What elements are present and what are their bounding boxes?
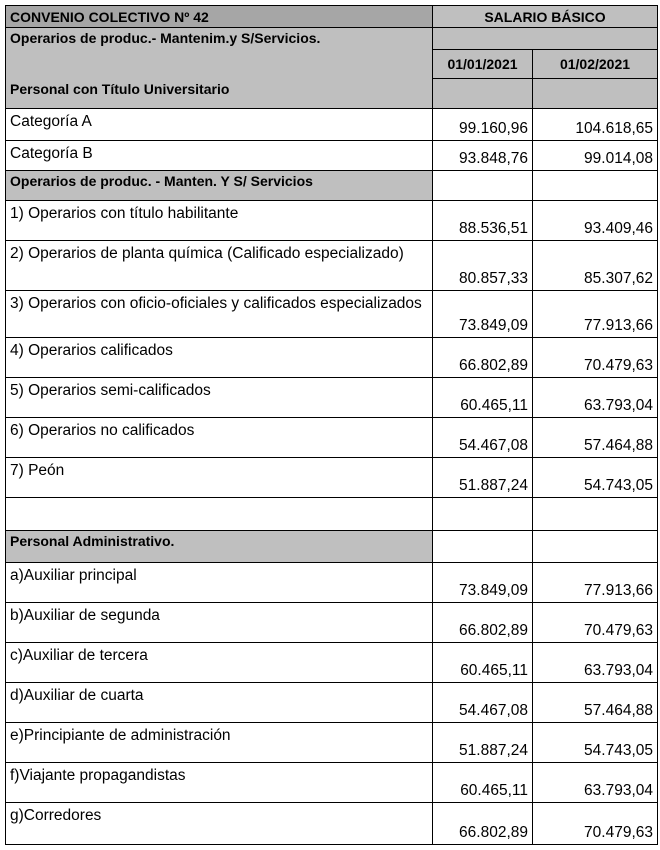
table-row: Categoría A 99.160,96 104.618,65	[5, 108, 658, 141]
date-column-header: 01/02/2021	[532, 49, 658, 79]
salary-value-feb: 77.913,66	[532, 562, 658, 603]
group-header: Operarios de produc.- Mantenim.y S/Servi…	[5, 27, 433, 109]
table-row: c)Auxiliar de tercera 60.465,11 63.793,04	[5, 642, 658, 683]
table-row: 6) Operarios no calificados 54.467,08 57.4…	[5, 417, 658, 458]
table-row: 2) Operarios de planta química (Califica…	[5, 240, 658, 291]
salary-value-feb: 57.464,88	[532, 682, 658, 723]
salary-heading: SALARIO BÁSICO	[432, 5, 658, 28]
table-row: g)Corredores 66.802,89 70.479,63	[5, 802, 658, 845]
salary-value-jan: 51.887,24	[432, 457, 533, 498]
salary-value-feb: 70.479,63	[532, 337, 658, 378]
salary-value-feb: 63.793,04	[532, 642, 658, 683]
salary-table: CONVENIO COLECTIVO Nº 42 SALARIO BÁSICO …	[5, 5, 658, 845]
salary-value-feb: 70.479,63	[532, 802, 658, 845]
table-row: 1) Operarios con título habilitante 88.53…	[5, 200, 658, 241]
salary-value-jan: 54.467,08	[432, 417, 533, 458]
table-row: 4) Operarios calificados 66.802,89 70.479,…	[5, 337, 658, 378]
table-row: 3) Operarios con oficio-oficiales y cali…	[5, 290, 658, 338]
table-row: 5) Operarios semi-calificados 60.465,11 63…	[5, 377, 658, 418]
category-label: 3) Operarios con oficio-oficiales y cali…	[5, 290, 433, 338]
blank-row	[5, 497, 658, 531]
salary-value-jan: 66.802,89	[432, 337, 533, 378]
table-row: Categoría B 93.848,76 99.014,08	[5, 140, 658, 171]
salary-value-jan: 66.802,89	[432, 802, 533, 845]
salary-value-jan: 73.849,09	[432, 562, 533, 603]
salary-value-jan: 93.848,76	[432, 140, 533, 171]
category-label: 5) Operarios semi-calificados	[5, 377, 433, 418]
salary-value-feb: 93.409,46	[532, 200, 658, 241]
salary-value-feb: 54.743,05	[532, 457, 658, 498]
category-label: a)Auxiliar principal	[5, 562, 433, 603]
section-title: Personal Administrativo.	[5, 530, 433, 563]
salary-value-feb: 63.793,04	[532, 377, 658, 418]
salary-value-jan: 66.802,89	[432, 602, 533, 643]
table-row: b)Auxiliar de segunda 66.802,89 70.479,63	[5, 602, 658, 643]
empty-header-cell	[532, 78, 658, 109]
salary-value-jan: 80.857,33	[432, 240, 533, 291]
date-column-header: 01/01/2021	[432, 49, 533, 79]
salary-value-jan: 88.536,51	[432, 200, 533, 241]
section-row: Personal Administrativo.	[5, 530, 658, 563]
category-label: 1) Operarios con título habilitante	[5, 200, 433, 241]
empty-cell	[532, 530, 658, 563]
section-title: Operarios de produc. - Manten. Y S/ Serv…	[5, 170, 433, 201]
section-row: Operarios de produc. - Manten. Y S/ Serv…	[5, 170, 658, 201]
category-label: g)Corredores	[5, 802, 433, 845]
salary-value-feb: 63.793,04	[532, 762, 658, 803]
category-label: Categoría B	[5, 140, 433, 171]
table-row: e)Principiante de administración 51.887,2…	[5, 722, 658, 763]
salary-value-jan: 60.465,11	[432, 762, 533, 803]
salary-value-jan: 60.465,11	[432, 642, 533, 683]
empty-cell	[432, 530, 533, 563]
salary-value-jan: 60.465,11	[432, 377, 533, 418]
category-label: e)Principiante de administración	[5, 722, 433, 763]
group-title: Operarios de produc.- Mantenim.y S/Servi…	[10, 30, 321, 46]
salary-value-feb: 77.913,66	[532, 290, 658, 338]
category-label: f)Viajante propagandistas	[5, 762, 433, 803]
category-label: 4) Operarios calificados	[5, 337, 433, 378]
table-row: a)Auxiliar principal 73.849,09 77.913,66	[5, 562, 658, 603]
salary-value-jan: 54.467,08	[432, 682, 533, 723]
table-row: d)Auxiliar de cuarta 54.467,08 57.464,88	[5, 682, 658, 723]
category-label: 2) Operarios de planta química (Califica…	[5, 240, 433, 291]
empty-cell	[532, 497, 658, 531]
category-label: b)Auxiliar de segunda	[5, 602, 433, 643]
salary-value-feb: 70.479,63	[532, 602, 658, 643]
salary-value-feb: 54.743,05	[532, 722, 658, 763]
salary-value-feb: 85.307,62	[532, 240, 658, 291]
table-row: 7) Peón 51.887,24 54.743,05	[5, 457, 658, 498]
salary-value-feb: 99.014,08	[532, 140, 658, 171]
category-label: 7) Peón	[5, 457, 433, 498]
empty-cell	[532, 170, 658, 201]
category-label: Categoría A	[5, 108, 433, 141]
category-label: d)Auxiliar de cuarta	[5, 682, 433, 723]
category-label: 6) Operarios no calificados	[5, 417, 433, 458]
salary-value-jan: 99.160,96	[432, 108, 533, 141]
empty-header-cell	[432, 27, 658, 50]
category-label: c)Auxiliar de tercera	[5, 642, 433, 683]
empty-header-cell	[432, 78, 533, 109]
empty-cell	[432, 170, 533, 201]
table-row: f)Viajante propagandistas 60.465,11 63.793…	[5, 762, 658, 803]
salary-value-feb: 57.464,88	[532, 417, 658, 458]
salary-value-jan: 73.849,09	[432, 290, 533, 338]
salary-value-feb: 104.618,65	[532, 108, 658, 141]
agreement-title: CONVENIO COLECTIVO Nº 42	[5, 5, 433, 28]
empty-cell	[5, 497, 433, 531]
salary-value-jan: 51.887,24	[432, 722, 533, 763]
empty-cell	[432, 497, 533, 531]
subgroup-title: Personal con Título Universitario	[10, 81, 230, 97]
